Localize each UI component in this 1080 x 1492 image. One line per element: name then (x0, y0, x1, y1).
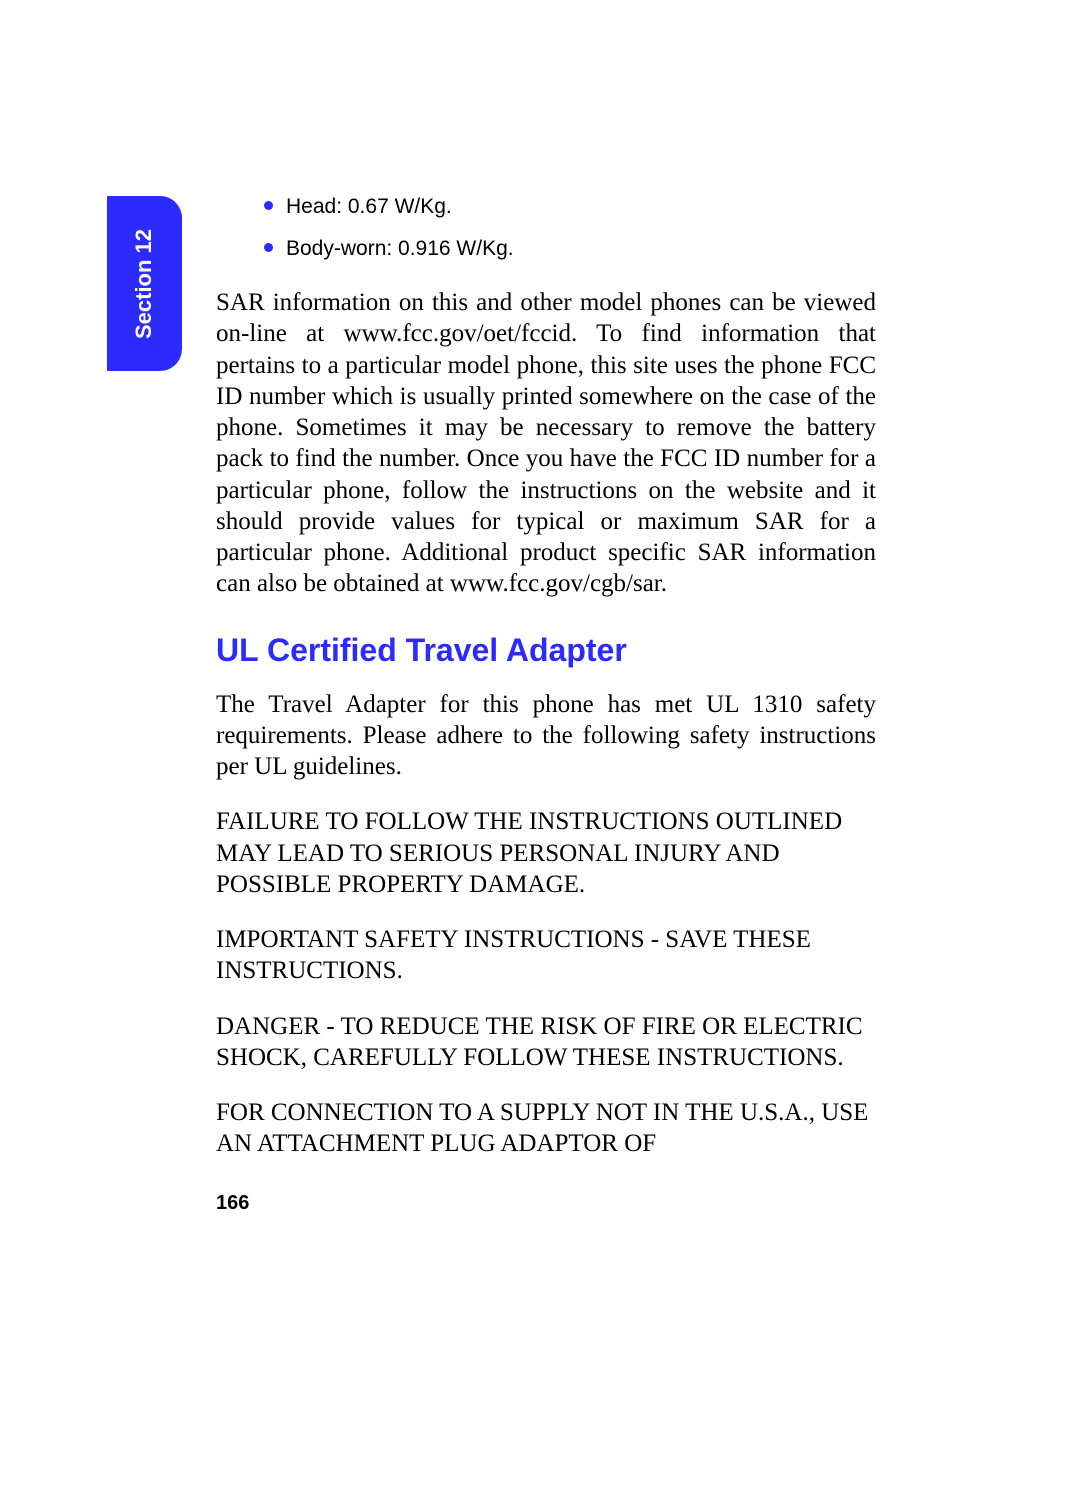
paragraph-ul-intro: The Travel Adapter for this phone has me… (216, 689, 876, 783)
paragraph-sar: SAR information on this and other model … (216, 287, 876, 600)
page-content: Head: 0.67 W/Kg. Body-worn: 0.916 W/Kg. … (216, 195, 876, 1184)
section-tab-label: Section 12 (132, 228, 158, 338)
bullet-list: Head: 0.67 W/Kg. Body-worn: 0.916 W/Kg. (264, 195, 876, 261)
list-item: Body-worn: 0.916 W/Kg. (264, 237, 876, 261)
paragraph-warning-2: IMPORTANT SAFETY INSTRUCTIONS - SAVE THE… (216, 924, 876, 987)
paragraph-warning-1: FAILURE TO FOLLOW THE INSTRUCTIONS OUTLI… (216, 806, 876, 900)
bullet-text: Body-worn: 0.916 W/Kg. (286, 237, 514, 260)
section-tab: Section 12 (107, 196, 182, 371)
paragraph-warning-3: DANGER - TO REDUCE THE RISK OF FIRE OR E… (216, 1011, 876, 1074)
page-number: 166 (216, 1192, 249, 1215)
bullet-text: Head: 0.67 W/Kg. (286, 195, 452, 218)
heading-ul-adapter: UL Certified Travel Adapter (216, 632, 876, 669)
bullet-icon (264, 201, 273, 210)
list-item: Head: 0.67 W/Kg. (264, 195, 876, 219)
paragraph-warning-4: FOR CONNECTION TO A SUPPLY NOT IN THE U.… (216, 1097, 876, 1160)
bullet-icon (264, 243, 273, 252)
